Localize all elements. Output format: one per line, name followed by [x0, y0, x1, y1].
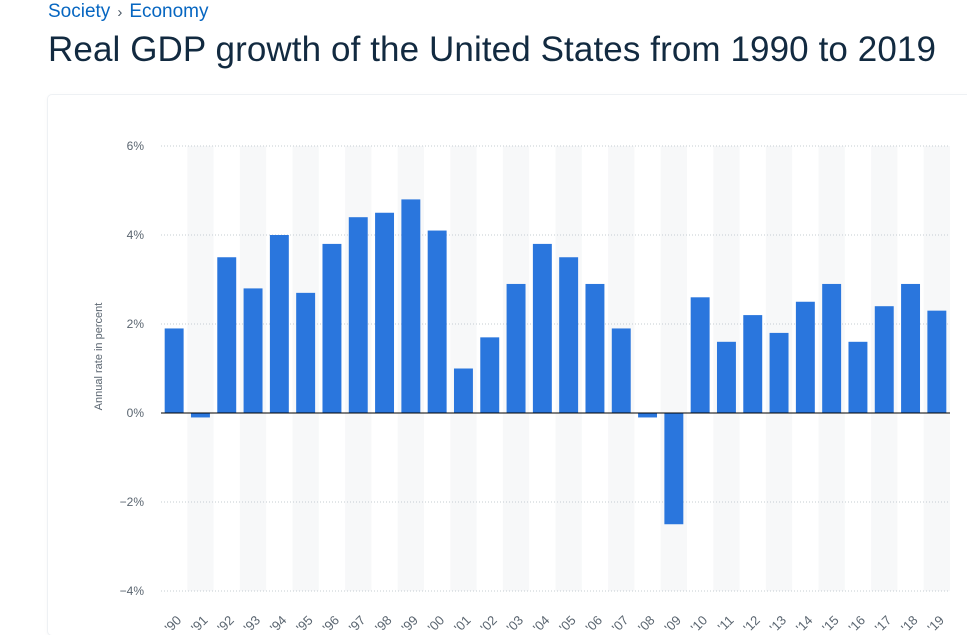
x-tick-label: '91	[188, 613, 211, 635]
bar	[638, 413, 658, 418]
column-band	[187, 146, 214, 591]
y-tick-label: −4%	[120, 584, 145, 598]
bar	[190, 413, 210, 418]
page-title: Real GDP growth of the United States fro…	[48, 30, 937, 69]
gridlines	[161, 145, 950, 592]
y-tick-label: 4%	[127, 228, 145, 242]
bar	[427, 230, 447, 413]
x-tick-label: '93	[241, 613, 264, 635]
x-tick-label: '09	[661, 613, 684, 635]
bar	[664, 413, 684, 525]
bar	[559, 257, 579, 413]
bar	[585, 283, 605, 413]
bar	[743, 315, 763, 413]
bar	[164, 328, 184, 413]
bar	[822, 283, 842, 413]
chart-card: 6% 4% 2% 0% −2% −4% '90'91'92'93'94'95'96'97 '…	[48, 95, 967, 635]
bar	[217, 257, 237, 413]
x-tick-label: '07	[609, 613, 632, 635]
y-axis-ticks: 6% 4% 2% 0% −2% −4%	[120, 139, 145, 598]
x-tick-label: '95	[293, 613, 316, 635]
x-tick-label: '06	[582, 613, 605, 635]
x-tick-label: '14	[793, 613, 816, 635]
y-tick-label: 0%	[127, 406, 145, 420]
x-tick-label: '00	[425, 613, 448, 635]
x-tick-label: '10	[688, 613, 711, 635]
x-tick-label: '90	[162, 613, 185, 635]
bar	[769, 332, 789, 413]
y-tick-label: −2%	[120, 495, 145, 509]
x-tick-label: '11	[715, 613, 737, 635]
bar	[243, 288, 263, 413]
x-tick-label: '15	[819, 613, 842, 635]
bar	[453, 368, 473, 413]
breadcrumb-chevron-icon: ›	[117, 3, 123, 21]
bar	[506, 283, 526, 413]
x-tick-label: '92	[214, 613, 237, 635]
bar	[690, 297, 710, 413]
bar	[480, 337, 500, 413]
bar	[848, 341, 868, 413]
bar	[375, 212, 395, 413]
bar	[901, 283, 921, 413]
x-tick-label: '99	[398, 613, 421, 635]
breadcrumb-economy[interactable]: Economy	[129, 1, 209, 22]
bar	[611, 328, 631, 413]
x-tick-label: '17	[872, 613, 895, 635]
bar	[795, 301, 815, 413]
x-tick-label: '02	[477, 613, 500, 635]
x-tick-label: '96	[319, 613, 342, 635]
x-tick-label: '18	[898, 613, 921, 635]
bar	[927, 310, 947, 413]
bar	[296, 292, 316, 413]
x-tick-label: '05	[556, 613, 579, 635]
x-tick-label: '97	[346, 613, 369, 635]
bars	[164, 199, 947, 525]
y-tick-label: 2%	[127, 317, 145, 331]
x-axis-ticks: '90'91'92'93'94'95'96'97'98'99'00'01'02 '…	[162, 613, 947, 635]
x-tick-label: '19	[924, 613, 947, 635]
bar	[532, 243, 552, 413]
x-tick-label: '04	[530, 613, 553, 635]
bar	[874, 306, 894, 413]
bar-chart: 6%4%2%0%−2%−4% '90'91'92'93'94'95'96'97 '…	[93, 139, 950, 635]
y-axis-label: Annual rate in percent	[93, 303, 105, 411]
bar	[269, 235, 289, 413]
x-tick-label: '98	[372, 613, 395, 635]
x-tick-label: '16	[845, 613, 868, 635]
x-tick-label: '03	[504, 613, 527, 635]
bar	[716, 341, 736, 413]
bar	[348, 217, 368, 413]
x-tick-label: '94	[267, 613, 290, 635]
bar	[322, 243, 342, 413]
x-tick-label: '08	[635, 613, 658, 635]
y-tick-label: 6%	[127, 139, 145, 153]
x-tick-label: '13	[767, 613, 790, 635]
bar	[401, 199, 421, 413]
x-tick-label: '01	[451, 613, 474, 635]
breadcrumb-society[interactable]: Society	[48, 1, 111, 22]
x-tick-label: '12	[740, 613, 763, 635]
breadcrumb: Society › Economy	[48, 1, 209, 23]
